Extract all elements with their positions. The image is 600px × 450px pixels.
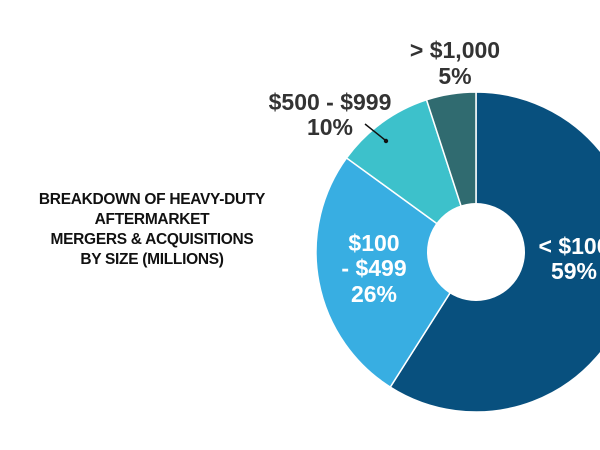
slice-label-100-499-line2: - $499 [341, 255, 406, 281]
donut-hole [427, 203, 525, 301]
slice-percent-under-100: 59% [551, 258, 597, 284]
slice-percent-500-999: 10% [307, 114, 353, 140]
pie-slice-2 [345, 98, 478, 254]
slice-label-100-499-line1: $100 [348, 230, 399, 256]
title-line-2: AFTERMARKET [95, 211, 210, 228]
slice-label-under-100: < $100 [539, 233, 600, 259]
title-line-1: BREAKDOWN OF HEAVY-DUTY [39, 191, 266, 208]
slice-percent-over-1000: 5% [438, 63, 471, 89]
slice-label-over-1000: > $1,000 [410, 37, 500, 63]
title-line-3: MERGERS & ACQUISITIONS [51, 231, 254, 248]
pie-slice-1 [315, 156, 478, 389]
slice-percent-100-499: 26% [351, 281, 397, 307]
chart-title: BREAKDOWN OF HEAVY-DUTY AFTERMARKET MERG… [39, 191, 266, 268]
title-line-4: BY SIZE (MILLIONS) [80, 251, 223, 268]
leader-line-500-999 [364, 123, 389, 144]
slice-label-500-999: $500 - $999 [269, 89, 392, 115]
